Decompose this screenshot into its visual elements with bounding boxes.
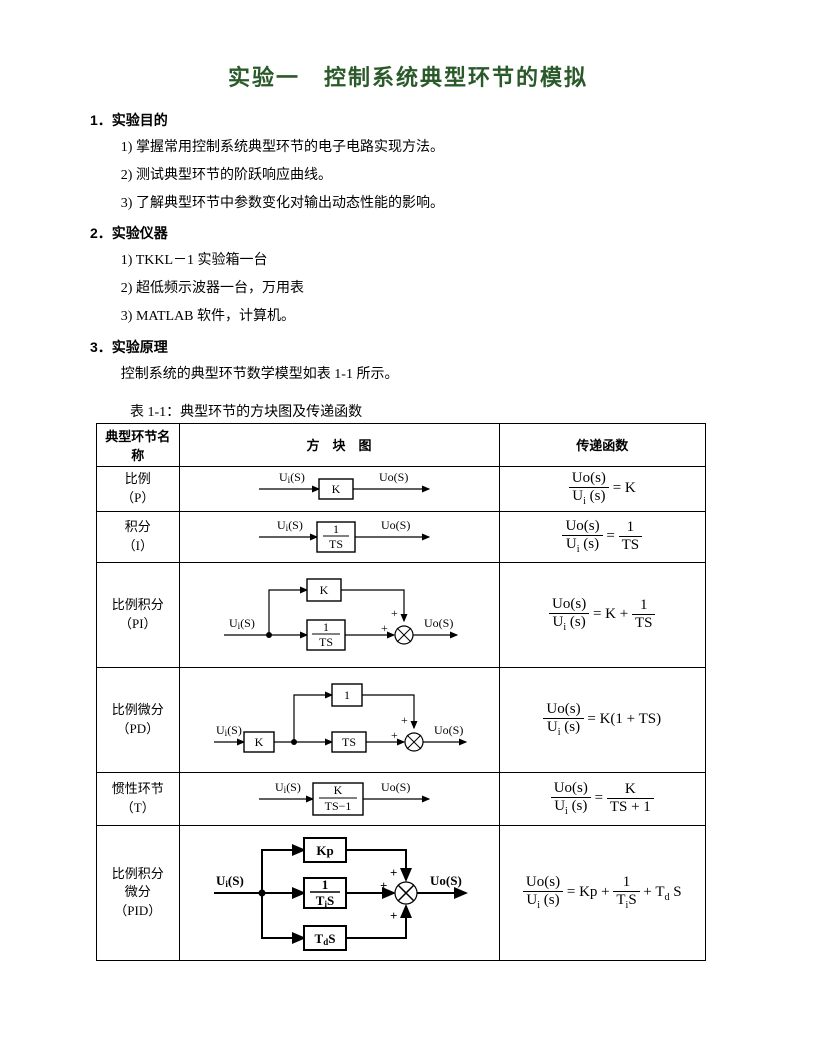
s2-item-2: 2) 超低频示波器一台，万用表 — [121, 277, 726, 301]
th-name: 典型环节名称 — [97, 423, 180, 466]
diagram-pd: K 1 TS + + Ui(S) Uo(S) — [194, 670, 484, 770]
s1-item-3: 3) 了解典型环节中参数变化对输出动态性能的影响。 — [121, 192, 726, 216]
diagram-i: 1 TS Ui(S) Uo(S) — [219, 514, 459, 560]
svg-text:TS−1: TS−1 — [325, 799, 352, 813]
s1-item-1: 1) 掌握常用控制系统典型环节的电子电路实现方法。 — [121, 136, 726, 160]
diagram-p: K Ui(S) Uo(S) — [219, 469, 459, 509]
svg-text:+: + — [390, 865, 397, 880]
row-diagram: K Ui(S) Uo(S) — [179, 466, 499, 511]
table-row: 积分（I） 1 TS Ui(S) Uo(S) Uo(s)Ui (s) = 1TS — [97, 511, 706, 562]
svg-text:Ui(S): Ui(S) — [229, 616, 255, 631]
row-tf: Uo(s)Ui (s) = Kp + 1TiS + Td S — [499, 825, 705, 960]
svg-text:Kp: Kp — [316, 843, 333, 858]
svg-text:1: 1 — [344, 688, 350, 702]
row-diagram: K 1 TS + + Ui(S) Uo(S) — [179, 667, 499, 772]
s2-item-1: 1) TKKL－1 实验箱一台 — [121, 249, 726, 273]
s1-item-2: 2) 测试典型环节的阶跃响应曲线。 — [121, 164, 726, 188]
th-tf: 传递函数 — [499, 423, 705, 466]
row-diagram: K TS−1 Ui(S) Uo(S) — [179, 772, 499, 825]
diagram-pi: K 1 TS + + Ui(S) Uo(S) — [199, 565, 479, 665]
section-2-head: 2．实验仪器 — [90, 223, 726, 243]
section-1-head: 1．实验目的 — [90, 110, 726, 130]
svg-text:+: + — [380, 878, 387, 893]
svg-text:K: K — [332, 482, 341, 496]
row-diagram: Kp 1 TiS TdS + + + Ui(S) Uo(S) — [179, 825, 499, 960]
th-diagram: 方 块 图 — [179, 423, 499, 466]
svg-text:+: + — [391, 728, 398, 742]
svg-text:Uo(S): Uo(S) — [381, 780, 410, 794]
row-tf: Uo(s)Ui (s) = K + 1TS — [499, 562, 705, 667]
svg-text:K: K — [255, 735, 264, 749]
svg-text:+: + — [391, 606, 398, 620]
table-row: 比例（P） K Ui(S) Uo(S) Uo(s)Ui (s) = K — [97, 466, 706, 511]
table-caption: 表 1-1：典型环节的方块图及传递函数 — [130, 401, 726, 421]
table-row: 比例积分微分（PID） Kp 1 TiS TdS — [97, 825, 706, 960]
table-row: 比例微分（PD） K 1 TS + + — [97, 667, 706, 772]
row-tf: Uo(s)Ui (s) = KTS + 1 — [499, 772, 705, 825]
table-row: 惯性环节（T） K TS−1 Ui(S) Uo(S) Uo(s)Ui (s) =… — [97, 772, 706, 825]
svg-text:Ui(S): Ui(S) — [216, 723, 242, 738]
svg-text:1: 1 — [333, 522, 339, 536]
row-name: 比例积分（PI） — [97, 562, 180, 667]
svg-text:Ui(S): Ui(S) — [216, 873, 244, 889]
svg-text:+: + — [401, 713, 408, 727]
svg-text:Uo(S): Uo(S) — [434, 723, 463, 737]
svg-text:Uo(S): Uo(S) — [430, 873, 462, 888]
svg-text:Uo(S): Uo(S) — [381, 518, 410, 532]
row-name: 比例积分微分（PID） — [97, 825, 180, 960]
svg-text:TS: TS — [319, 635, 333, 649]
svg-text:TS: TS — [342, 735, 356, 749]
row-name: 比例微分（PD） — [97, 667, 180, 772]
svg-text:K: K — [320, 583, 329, 597]
table-header-row: 典型环节名称 方 块 图 传递函数 — [97, 423, 706, 466]
page-title: 实验一 控制系统典型环节的模拟 — [90, 60, 726, 92]
tf-table: 典型环节名称 方 块 图 传递函数 比例（P） K Ui(S) Uo(S) Uo… — [96, 423, 706, 961]
section-3-head: 3．实验原理 — [90, 337, 726, 357]
row-name: 比例（P） — [97, 466, 180, 511]
s3-intro: 控制系统的典型环节数学模型如表 1-1 所示。 — [121, 363, 726, 387]
svg-text:Ui(S): Ui(S) — [275, 780, 301, 795]
row-diagram: K 1 TS + + Ui(S) Uo(S) — [179, 562, 499, 667]
svg-text:Uo(S): Uo(S) — [379, 470, 408, 484]
s2-item-3: 3) MATLAB 软件，计算机。 — [121, 305, 726, 329]
diagram-pid: Kp 1 TiS TdS + + + Ui(S) Uo(S) — [194, 828, 484, 958]
row-name: 积分（I） — [97, 511, 180, 562]
row-diagram: 1 TS Ui(S) Uo(S) — [179, 511, 499, 562]
svg-text:Ui(S): Ui(S) — [277, 518, 303, 533]
svg-text:K: K — [334, 783, 343, 797]
svg-text:1: 1 — [322, 877, 329, 892]
row-tf: Uo(s)Ui (s) = K(1 + TS) — [499, 667, 705, 772]
table-row: 比例积分（PI） K 1 TS + + Ui(S) — [97, 562, 706, 667]
svg-text:Uo(S): Uo(S) — [424, 616, 453, 630]
diagram-t: K TS−1 Ui(S) Uo(S) — [219, 775, 459, 823]
svg-text:1: 1 — [323, 620, 329, 634]
row-tf: Uo(s)Ui (s) = 1TS — [499, 511, 705, 562]
row-tf: Uo(s)Ui (s) = K — [499, 466, 705, 511]
svg-text:TS: TS — [329, 537, 343, 551]
svg-text:+: + — [381, 621, 388, 635]
svg-text:Ui(S): Ui(S) — [279, 470, 305, 485]
row-name: 惯性环节（T） — [97, 772, 180, 825]
svg-text:+: + — [390, 908, 397, 923]
